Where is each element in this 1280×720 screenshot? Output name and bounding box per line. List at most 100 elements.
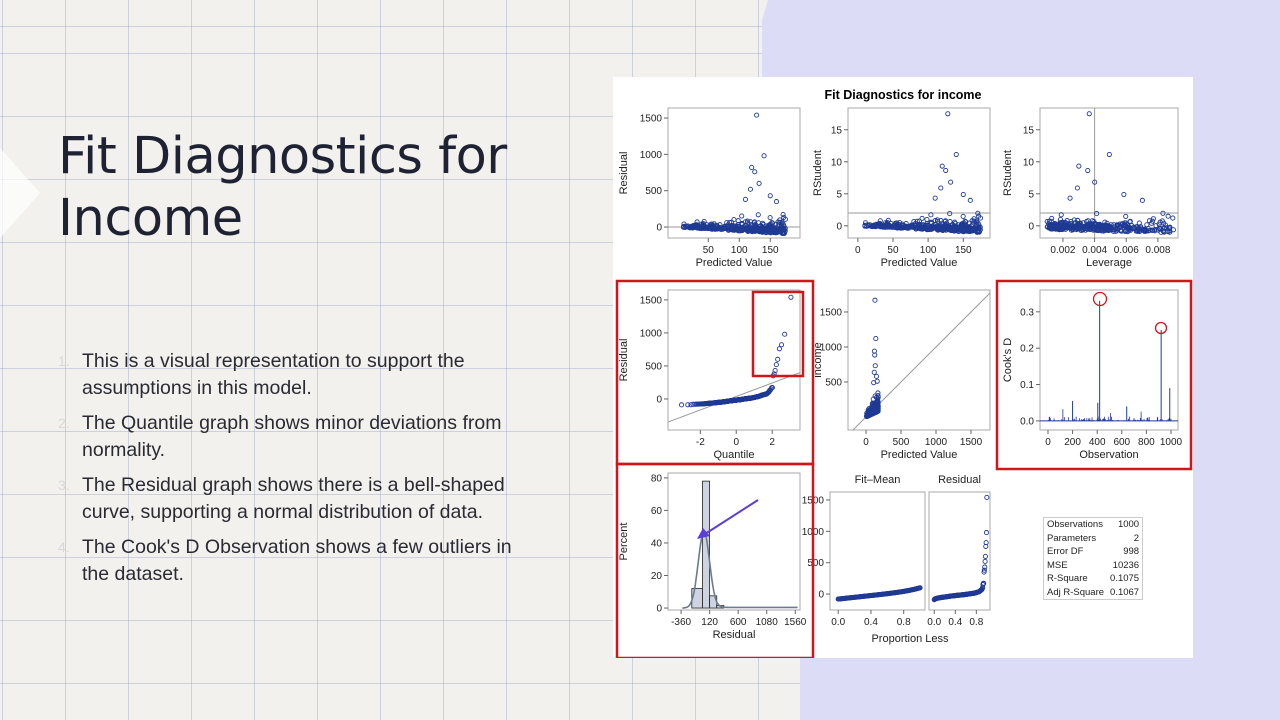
data-point — [1118, 224, 1124, 230]
x-tick-label: 800 — [1138, 437, 1155, 448]
data-point — [769, 385, 775, 391]
bullet-item: 4. The Cook's D Observation shows a few o… — [58, 534, 512, 588]
data-point — [1139, 197, 1145, 203]
data-point — [875, 393, 881, 399]
data-point — [872, 363, 878, 369]
x-tick-label: 0 — [1045, 437, 1051, 448]
data-point — [1166, 226, 1172, 232]
data-point — [939, 163, 945, 169]
x-tick-label: 0 — [855, 245, 861, 256]
data-point — [968, 226, 974, 233]
stat-label: R-Square — [1047, 573, 1088, 584]
data-point — [981, 567, 987, 573]
x-tick-label: 2 — [769, 437, 775, 448]
bullet-text: The Residual graph shows there is a bell… — [82, 474, 505, 523]
x-tick-label: 500 — [893, 437, 910, 448]
histogram-bar — [702, 480, 711, 609]
data-point — [778, 342, 785, 348]
data-point — [752, 169, 758, 175]
data-point — [771, 225, 777, 231]
outlier-circle — [1154, 321, 1168, 335]
data-point — [926, 227, 932, 233]
stats-row: R-Square 0.1075 — [1044, 572, 1143, 586]
x-axis-label: Proportion Less — [871, 633, 949, 645]
y-tick-label: 0 — [656, 604, 662, 615]
data-point — [1121, 191, 1127, 198]
data-point — [875, 390, 881, 396]
y-tick-label: 0 — [818, 590, 824, 601]
data-point — [1054, 226, 1060, 232]
y-tick-label: 10 — [831, 157, 843, 168]
data-point — [778, 224, 784, 230]
data-point — [874, 401, 880, 407]
data-point — [739, 227, 745, 234]
data-point — [1067, 195, 1073, 201]
y-tick-label: 40 — [651, 538, 663, 549]
stats-row: Error DF 998 — [1044, 545, 1143, 559]
data-point — [932, 195, 938, 201]
outlier-circle — [1092, 291, 1108, 307]
x-tick-label: 50 — [703, 245, 715, 256]
highlight-box-tail — [751, 290, 805, 378]
normal-reference-line — [667, 372, 801, 423]
data-point — [788, 294, 794, 300]
x-axis-label: Predicted Value — [696, 257, 773, 269]
y-tick-label: 5 — [836, 189, 842, 200]
data-point — [748, 219, 754, 225]
data-point — [727, 224, 733, 230]
x-tick-label: 200 — [1064, 437, 1081, 448]
data-point — [1087, 222, 1093, 229]
data-point — [887, 224, 894, 230]
data-point — [1111, 227, 1117, 233]
x-tick-label: 1560 — [784, 617, 807, 628]
data-point — [873, 336, 879, 342]
data-point — [867, 412, 873, 418]
x-axis-label: Predicted Value — [881, 257, 958, 269]
data-point — [772, 368, 778, 374]
x-tick-label: 600 — [1113, 437, 1130, 448]
x-tick-label: 50 — [887, 245, 899, 256]
data-point — [745, 220, 751, 226]
y-tick-label: 0.2 — [1020, 344, 1034, 355]
x-axis-label: Residual — [713, 629, 756, 641]
x-tick-label: 400 — [1089, 437, 1106, 448]
data-point — [695, 224, 701, 230]
x-tick-label: 0.0 — [927, 617, 941, 628]
data-point — [919, 215, 925, 221]
y-tick-label: 1500 — [820, 307, 843, 318]
data-point — [947, 211, 953, 217]
data-point — [747, 186, 753, 192]
bullet-list: 1. This is a visual representation to sup… — [58, 348, 512, 596]
data-point — [765, 225, 771, 231]
x-axis-label: Observation — [1079, 449, 1138, 461]
data-point — [739, 221, 745, 227]
y-axis-label: Residual — [618, 152, 630, 195]
stat-label: Observations — [1047, 519, 1103, 530]
data-point — [1165, 213, 1171, 219]
y-tick-label: 60 — [651, 506, 663, 517]
data-point — [734, 227, 741, 233]
y-tick-label: 80 — [651, 473, 663, 484]
data-point — [1147, 227, 1153, 233]
data-point — [971, 227, 977, 233]
data-point — [1124, 225, 1130, 231]
data-point — [872, 409, 879, 415]
data-point — [873, 373, 880, 379]
data-point — [975, 210, 981, 216]
data-point — [896, 225, 903, 231]
data-point — [884, 221, 890, 227]
data-point — [749, 164, 755, 170]
y-axis-label: Residual — [618, 339, 630, 382]
data-point — [872, 297, 878, 303]
y-tick-label: 0 — [656, 223, 662, 234]
data-point — [737, 228, 743, 234]
data-point — [1160, 210, 1166, 216]
data-point — [1097, 227, 1103, 233]
data-point — [729, 219, 735, 225]
figure-title: Fit Diagnostics for income — [825, 88, 982, 102]
data-point — [775, 356, 781, 362]
x-tick-label: 0.004 — [1082, 245, 1107, 256]
data-point — [982, 564, 988, 570]
stat-value: 0.1075 — [1110, 573, 1140, 584]
data-point — [761, 228, 768, 234]
